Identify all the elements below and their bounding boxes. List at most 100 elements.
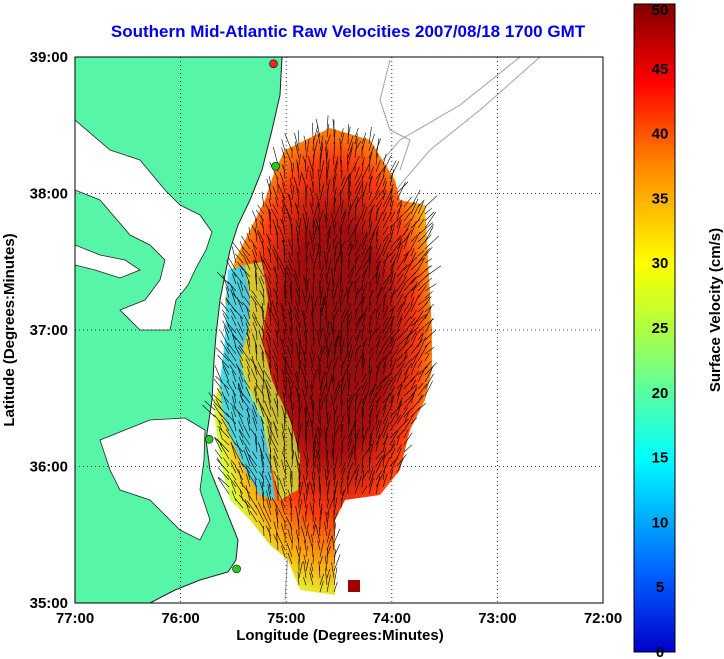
velocity-vector [283,239,286,257]
velocity-vector [255,270,258,285]
velocity-vector [382,190,393,208]
velocity-vector [312,353,316,362]
velocity-vector [233,272,244,285]
velocity-vector [410,234,418,243]
velocity-vector [333,522,337,537]
velocity-vector [261,418,265,432]
velocity-vector [368,204,375,215]
velocity-vector [396,199,403,208]
velocity-vector [310,202,314,215]
velocity-vector [309,352,314,369]
velocity-vector [396,293,404,306]
velocity-vector [340,292,347,306]
velocity-vector [305,256,308,271]
velocity-vector [417,325,425,334]
velocity-vector [218,428,223,439]
velocity-vector [291,402,294,418]
velocity-vector [403,201,416,215]
velocity-vector [396,401,402,418]
velocity-vector [340,435,346,446]
velocity-vector [272,219,279,236]
velocity-vector [261,325,265,341]
velocity-vector [325,316,328,327]
velocity-vector [375,286,382,306]
velocity-vector [261,352,265,369]
velocity-vector [410,251,417,264]
velocity-vector [389,447,396,460]
velocity-vector [354,386,361,397]
velocity-vector [288,252,293,264]
velocity-vector [291,380,294,390]
velocity-vector [326,167,328,187]
velocity-vector [382,286,392,299]
colorbar-tick-label: 40 [652,126,669,143]
velocity-vector [319,381,323,397]
velocity-vector [361,402,364,418]
velocity-vector [319,236,321,250]
velocity-vector [303,577,307,586]
velocity-vector [289,392,293,411]
colorbar-tick-label: 0 [656,644,664,659]
colorbar [633,3,676,653]
velocity-vector [361,245,367,257]
velocity-vector [368,302,371,313]
velocity-vector [361,435,364,453]
velocity-vector [319,345,323,355]
velocity-vector [389,211,396,222]
velocity-vector [271,497,279,509]
velocity-vector [312,472,316,488]
velocity-vector [246,500,258,516]
velocity-vector [340,133,345,145]
velocity-vector [347,191,352,208]
colorbar-label: Surface Velocity (cm/s) [707,228,724,392]
velocity-vector [347,270,355,285]
velocity-vector [389,360,393,369]
velocity-vector [268,332,272,348]
velocity-vector [347,147,353,166]
velocity-vector [298,172,302,187]
velocity-vector [396,355,409,369]
velocity-vector [318,280,321,292]
velocity-vector [238,420,244,432]
y-tick-labels: 39:00 38:00 37:00 36:00 35:00 [30,49,68,612]
velocity-vector [221,437,230,446]
velocity-vector [281,459,286,474]
velocity-vector [294,132,300,152]
velocity-vector [317,540,321,551]
velocity-vector [354,314,363,334]
velocity-vector [294,269,300,285]
velocity-vector [202,404,216,418]
velocity-vector [410,338,424,355]
velocity-vector [347,224,350,236]
velocity-vector [382,350,391,362]
velocity-vector [311,471,314,481]
velocity-vector [291,162,293,173]
velocity-vector [396,318,402,334]
velocity-vector [282,151,286,166]
velocity-vector [375,398,379,411]
velocity-vector [354,275,361,285]
velocity-vector [276,532,286,551]
velocity-vector [257,204,265,215]
velocity-vector [382,473,388,488]
velocity-vector [333,161,338,180]
velocity-vector [368,216,371,229]
velocity-vector [410,379,416,390]
y-tick-label: 39:00 [30,49,68,66]
velocity-vector [312,516,317,530]
velocity-vector [272,185,279,201]
velocity-vector [403,302,411,313]
velocity-vector [284,290,287,306]
velocity-vector [347,173,352,194]
velocity-vector [325,511,328,523]
velocity-vector [318,368,321,383]
velocity-vector [333,177,335,194]
velocity-vector [347,203,351,222]
velocity-vector [267,390,272,411]
colorbar-tick-label: 35 [652,190,669,207]
velocity-vector [326,321,330,334]
velocity-vector [375,304,381,313]
velocity-vector [281,405,286,418]
velocity-vector [284,465,287,481]
velocity-vector [262,241,265,257]
